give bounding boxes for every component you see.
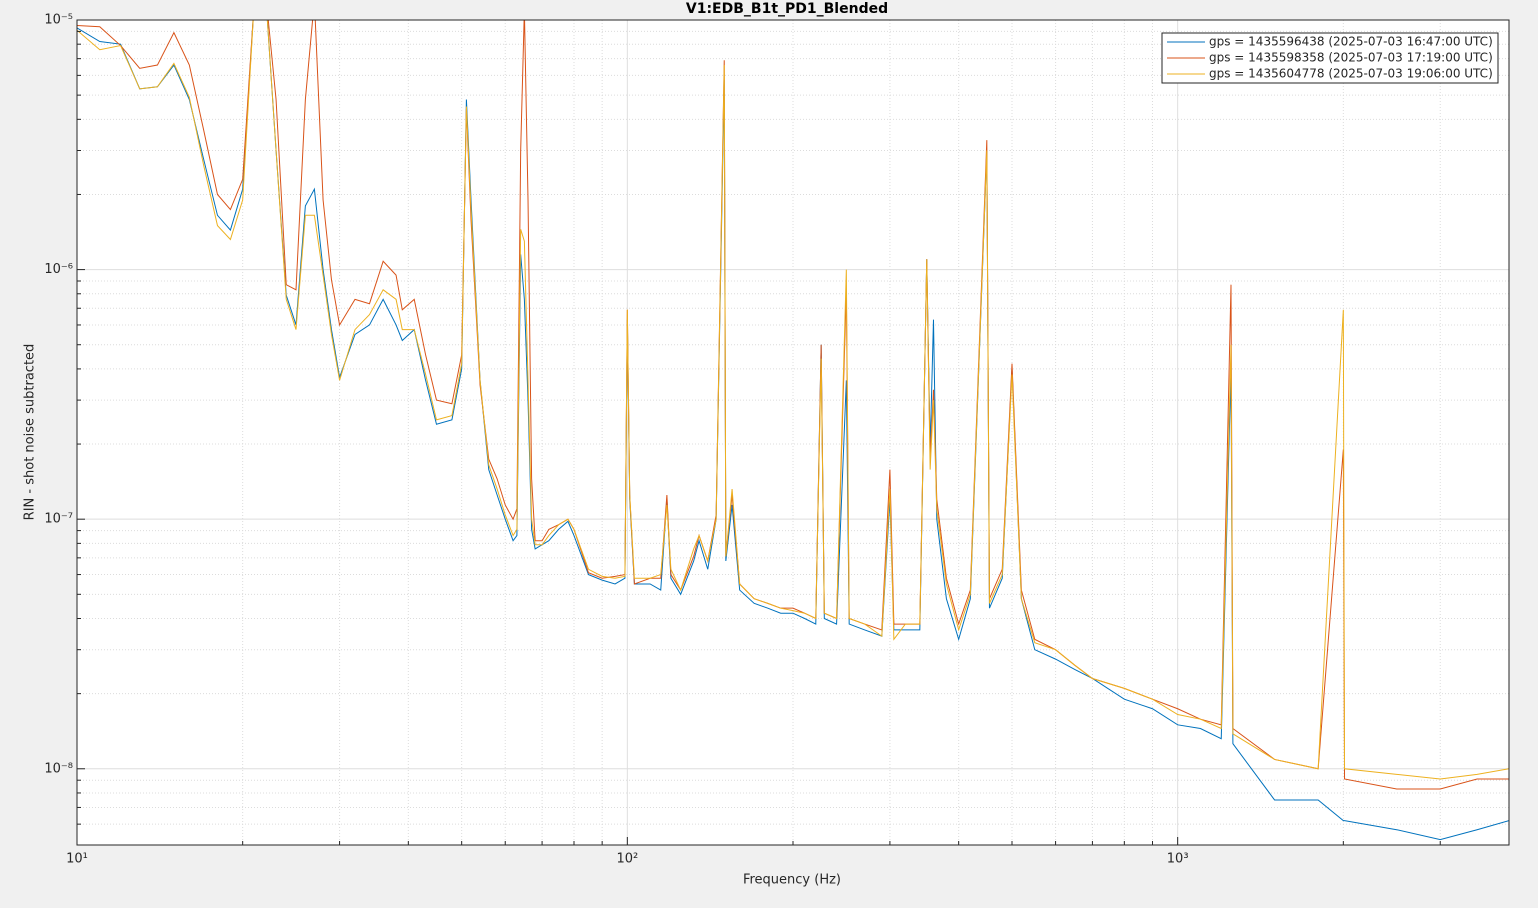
y-tick-label: 10⁻⁵: [44, 13, 73, 28]
x-tick-label: 10³: [1167, 852, 1189, 867]
legend: gps = 1435596438 (2025-07-03 16:47:00 UT…: [1161, 32, 1499, 84]
chart-title: V1:EDB_B1t_PD1_Blended: [686, 1, 888, 17]
legend-label: gps = 1435604778 (2025-07-03 19:06:00 UT…: [1209, 67, 1493, 81]
x-tick-label: 10¹: [66, 852, 88, 867]
y-axis-label: RIN - shot noise subtracted: [23, 344, 38, 521]
y-tick-label: 10⁻⁶: [44, 262, 73, 277]
legend-label: gps = 1435596438 (2025-07-03 16:47:00 UT…: [1209, 35, 1493, 49]
grid: [76, 19, 1509, 845]
x-tick-label: 10²: [616, 852, 638, 867]
ticks: 10¹ 10² 10³ 10⁻⁸ 10⁻⁷ 10⁻⁶ 10⁻⁵: [44, 13, 1441, 867]
series-line: [77, 20, 1509, 780]
lines: [77, 20, 1509, 841]
x-axis-label: Frequency (Hz): [743, 873, 841, 888]
y-tick-label: 10⁻⁷: [44, 512, 73, 527]
legend-label: gps = 1435598358 (2025-07-03 17:19:00 UT…: [1209, 51, 1493, 65]
y-tick-label: 10⁻⁸: [44, 761, 73, 776]
legend-box: [1161, 32, 1499, 84]
